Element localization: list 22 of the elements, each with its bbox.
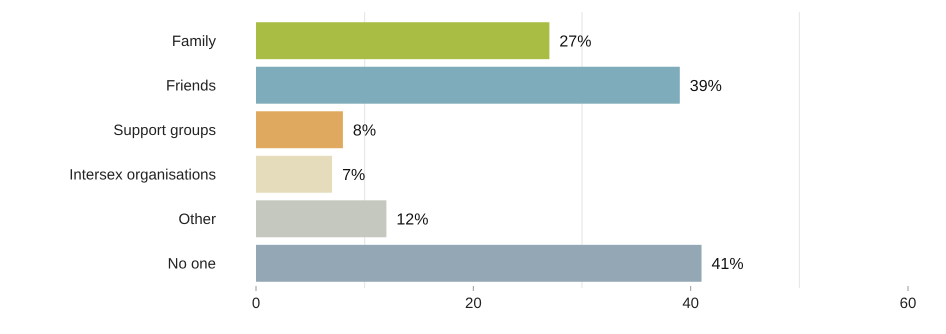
- data-label: 39%: [690, 78, 722, 95]
- x-tick-label: 60: [900, 295, 916, 312]
- bar: [256, 200, 386, 238]
- y-tick-label: No one: [168, 256, 216, 273]
- y-tick-label: Intersex organisations: [69, 166, 216, 184]
- data-label: 7%: [342, 166, 366, 184]
- data-label: 27%: [559, 33, 592, 50]
- y-tick-label: Other: [178, 211, 216, 228]
- bar: [256, 22, 550, 60]
- x-tick-label: 40: [682, 295, 700, 312]
- bar: [256, 66, 680, 104]
- y-tick-label: Family: [172, 32, 216, 50]
- y-tick-label: Friends: [166, 77, 216, 94]
- data-label: 8%: [352, 122, 376, 140]
- x-tick-label: 0: [252, 295, 260, 312]
- bar: [256, 111, 343, 148]
- data-label: 41%: [712, 256, 744, 273]
- data-label: 12%: [396, 211, 428, 228]
- x-tick-label: 20: [464, 295, 482, 312]
- bar: [256, 156, 332, 193]
- bar: [256, 244, 702, 282]
- y-tick-label: Support groups: [113, 122, 216, 139]
